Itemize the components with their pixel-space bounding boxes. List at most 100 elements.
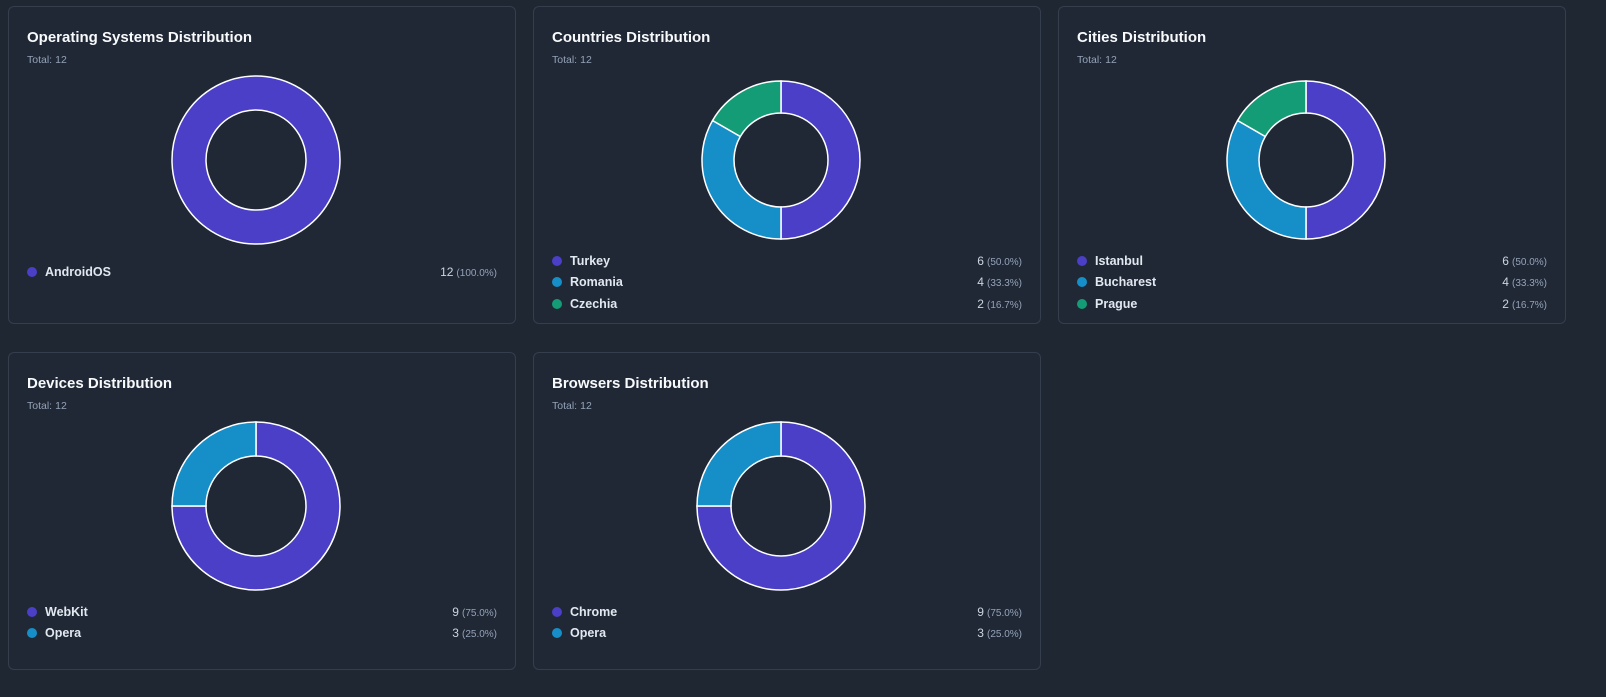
legend-item-turkey[interactable]: Turkey 6 (50.0%) bbox=[552, 250, 1022, 272]
total-value: 12 bbox=[1105, 54, 1117, 66]
legend-dot-icon bbox=[1077, 298, 1087, 309]
chart-legend: AndroidOS 12 (100.0%) bbox=[27, 261, 497, 283]
legend-dot-icon bbox=[552, 277, 562, 288]
total-value: 12 bbox=[580, 400, 592, 412]
legend-value: 4 (33.3%) bbox=[977, 275, 1022, 289]
chart-legend: Turkey 6 (50.0%) Romania 4 (33.3%) Czechia 2 (16… bbox=[552, 250, 1022, 315]
legend-label: AndroidOS bbox=[45, 264, 111, 279]
legend-value: 6 (50.0%) bbox=[1502, 254, 1547, 268]
legend-label: Chrome bbox=[570, 604, 618, 619]
legend-percent: (75.0%) bbox=[461, 607, 497, 619]
legend-count: 12 bbox=[440, 264, 454, 279]
legend-label: Istanbul bbox=[1095, 253, 1143, 268]
legend-dot-icon bbox=[27, 606, 37, 617]
total-label: Total: bbox=[552, 400, 578, 412]
total-value: 12 bbox=[55, 400, 67, 412]
legend-count: 3 bbox=[977, 626, 984, 641]
legend-count: 4 bbox=[1502, 275, 1509, 290]
legend-label: Opera bbox=[570, 626, 607, 641]
legend-label: WebKit bbox=[45, 604, 88, 619]
legend-item-bucharest[interactable]: Bucharest 4 (33.3%) bbox=[1077, 272, 1547, 294]
slice-czechia[interactable] bbox=[711, 80, 782, 138]
legend-item-opera[interactable]: Opera 3 (25.0%) bbox=[27, 623, 497, 645]
slice-turkey[interactable] bbox=[780, 80, 861, 240]
total-label: Total: bbox=[27, 54, 53, 66]
legend-item-prague[interactable]: Prague 2 (16.7%) bbox=[1077, 293, 1547, 315]
legend-value: 3 (25.0%) bbox=[977, 626, 1022, 640]
slice-opera[interactable] bbox=[171, 421, 257, 507]
chart-card-countries-distribution: Countries Distribution Total: 12 Turkey 6 (50… bbox=[533, 6, 1041, 324]
donut-chart bbox=[1226, 80, 1386, 240]
slice-webkit[interactable] bbox=[171, 421, 341, 591]
legend-item-webkit[interactable]: WebKit 9 (75.0%) bbox=[27, 601, 497, 623]
chart-total: Total: 12 bbox=[27, 54, 67, 66]
legend-value: 12 (100.0%) bbox=[440, 265, 497, 279]
chart-title: Browsers Distribution bbox=[552, 375, 709, 392]
legend-percent: (33.3%) bbox=[986, 278, 1022, 290]
legend-item-chrome[interactable]: Chrome 9 (75.0%) bbox=[552, 601, 1022, 623]
slice-androidos[interactable] bbox=[171, 75, 341, 245]
total-label: Total: bbox=[552, 54, 578, 66]
chart-title: Countries Distribution bbox=[552, 29, 711, 46]
total-value: 12 bbox=[580, 54, 592, 66]
chart-card-cities-distribution: Cities Distribution Total: 12 Istanbul 6 (50.… bbox=[1058, 6, 1566, 324]
legend-value: 9 (75.0%) bbox=[452, 605, 497, 619]
legend-count: 6 bbox=[1502, 253, 1509, 268]
legend-percent: (100.0%) bbox=[456, 267, 497, 279]
chart-card-browsers-distribution: Browsers Distribution Total: 12 Chrome 9 (75.… bbox=[533, 352, 1041, 670]
legend-item-istanbul[interactable]: Istanbul 6 (50.0%) bbox=[1077, 250, 1547, 272]
chart-total: Total: 12 bbox=[552, 400, 592, 412]
legend-percent: (50.0%) bbox=[986, 256, 1022, 268]
donut-chart bbox=[171, 421, 341, 591]
legend-count: 2 bbox=[977, 296, 984, 311]
chart-card-operating-systems-distribution: Operating Systems Distribution Total: 12 An… bbox=[8, 6, 516, 324]
legend-dot-icon bbox=[552, 298, 562, 309]
legend-item-romania[interactable]: Romania 4 (33.3%) bbox=[552, 272, 1022, 294]
legend-percent: (75.0%) bbox=[986, 607, 1022, 619]
legend-dot-icon bbox=[1077, 277, 1087, 288]
legend-label: Romania bbox=[570, 275, 623, 290]
chart-title: Devices Distribution bbox=[27, 375, 173, 392]
slice-chrome[interactable] bbox=[696, 421, 866, 591]
chart-legend: WebKit 9 (75.0%) Opera 3 (25.0%) bbox=[27, 601, 497, 644]
chart-legend: Istanbul 6 (50.0%) Bucharest 4 (33.3%) Prague 2… bbox=[1077, 250, 1547, 315]
legend-item-czechia[interactable]: Czechia 2 (16.7%) bbox=[552, 293, 1022, 315]
legend-value: 2 (16.7%) bbox=[1502, 297, 1547, 311]
legend-value: 9 (75.0%) bbox=[977, 605, 1022, 619]
total-value: 12 bbox=[55, 54, 67, 66]
legend-value: 3 (25.0%) bbox=[452, 626, 497, 640]
legend-item-androidos[interactable]: AndroidOS 12 (100.0%) bbox=[27, 261, 497, 283]
slice-romania[interactable] bbox=[701, 119, 782, 240]
legend-percent: (16.7%) bbox=[1511, 299, 1547, 311]
legend-count: 4 bbox=[977, 275, 984, 290]
donut-chart bbox=[701, 80, 861, 240]
legend-percent: (16.7%) bbox=[986, 299, 1022, 311]
slice-bucharest[interactable] bbox=[1226, 119, 1307, 240]
legend-count: 2 bbox=[1502, 296, 1509, 311]
legend-value: 6 (50.0%) bbox=[977, 254, 1022, 268]
legend-percent: (25.0%) bbox=[986, 629, 1022, 641]
chart-total: Total: 12 bbox=[1077, 54, 1117, 66]
slice-istanbul[interactable] bbox=[1305, 80, 1386, 240]
legend-dot-icon bbox=[552, 255, 562, 266]
legend-label: Czechia bbox=[570, 296, 618, 311]
legend-dot-icon bbox=[552, 606, 562, 617]
legend-dot-icon bbox=[27, 628, 37, 639]
legend-count: 3 bbox=[452, 626, 459, 641]
chart-legend: Chrome 9 (75.0%) Opera 3 (25.0%) bbox=[552, 601, 1022, 644]
slice-prague[interactable] bbox=[1236, 80, 1307, 138]
total-label: Total: bbox=[27, 400, 53, 412]
donut-chart bbox=[171, 75, 341, 245]
legend-item-opera[interactable]: Opera 3 (25.0%) bbox=[552, 623, 1022, 645]
legend-dot-icon bbox=[27, 266, 37, 277]
legend-percent: (25.0%) bbox=[461, 629, 497, 641]
legend-value: 2 (16.7%) bbox=[977, 297, 1022, 311]
total-label: Total: bbox=[1077, 54, 1103, 66]
slice-opera[interactable] bbox=[696, 421, 782, 507]
legend-percent: (50.0%) bbox=[1511, 256, 1547, 268]
legend-count: 9 bbox=[452, 604, 459, 619]
legend-dot-icon bbox=[1077, 255, 1087, 266]
legend-value: 4 (33.3%) bbox=[1502, 275, 1547, 289]
chart-total: Total: 12 bbox=[552, 54, 592, 66]
chart-card-devices-distribution: Devices Distribution Total: 12 WebKit 9 (75.0… bbox=[8, 352, 516, 670]
